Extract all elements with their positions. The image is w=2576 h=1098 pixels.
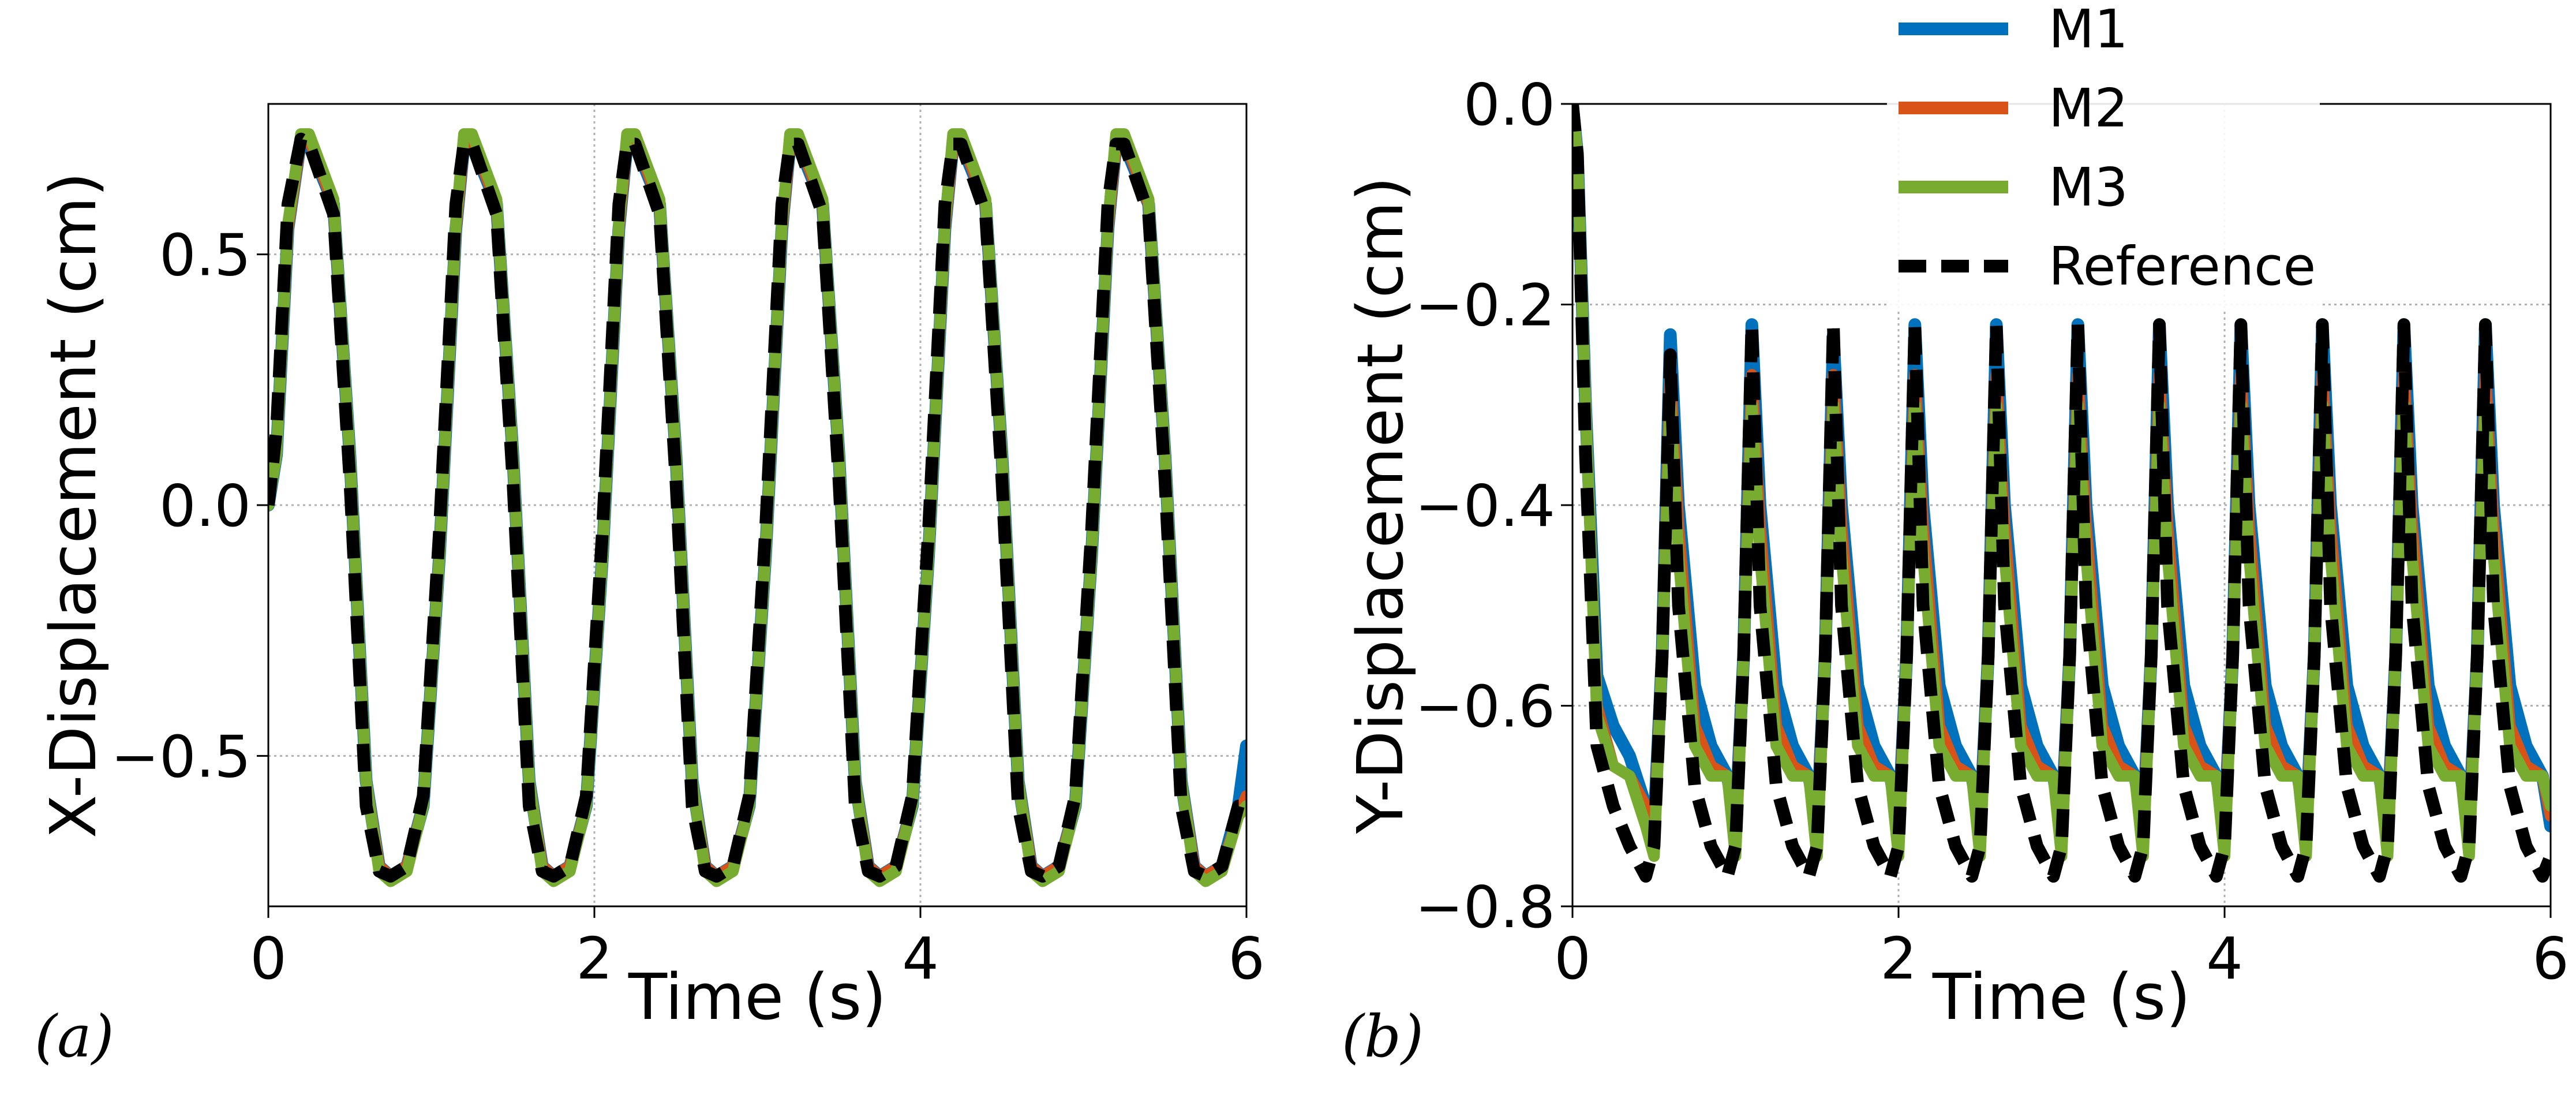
panel-b: 0 2 4 6 −0.8 −0.6 −0.4 −0.2 0.0 Time (s) Y-Displ… [1342, 71, 2569, 1070]
legend-entry-reference: Reference [1899, 236, 2316, 297]
panel-b-xtick-label: 2 [1880, 925, 1917, 992]
panel-a-ylabel: X-Displacement (cm) [36, 172, 110, 838]
panel-a-xtick-label: 0 [250, 925, 287, 992]
legend-entry-m2: M2 [1899, 77, 2128, 139]
legend: M1 M2 M3 Reference [1887, 0, 2320, 309]
legend-entry-m1: M1 [1899, 0, 2128, 60]
panel-b-ticks: 0 2 4 6 −0.8 −0.6 −0.4 −0.2 0.0 [1415, 71, 2569, 992]
panel-a-xtick-label: 6 [1228, 925, 1265, 992]
legend-label-reference: Reference [2049, 236, 2316, 297]
panel-a-series [268, 128, 1246, 887]
panel-a-tag: (a) [35, 1003, 114, 1070]
panel-b-xtick-label: 6 [2532, 925, 2569, 992]
panel-a-ytick-label: −0.5 [111, 723, 251, 790]
panel-b-ytick-label: −0.4 [1415, 472, 1555, 540]
legend-entry-m3: M3 [1899, 156, 2128, 218]
panel-a-ytick-label: 0.5 [159, 222, 251, 289]
legend-box [1887, 0, 2320, 309]
panel-b-xtick-label: 4 [2206, 925, 2243, 992]
panel-a-ytick-label: 0.0 [159, 472, 251, 540]
panel-a-ticks: 0 2 4 6 −0.5 0.0 0.5 [111, 222, 1265, 992]
panel-b-ytick-label: −0.2 [1415, 272, 1555, 339]
panel-a-xlabel: Time (s) [628, 960, 886, 1034]
panel-a-xtick-label: 2 [576, 925, 613, 992]
panel-b-xlabel: Time (s) [1932, 960, 2191, 1034]
legend-label-m2: M2 [2049, 77, 2128, 139]
panel-b-tag: (b) [1342, 1003, 1424, 1070]
panel-b-series [1572, 104, 2551, 883]
panel-a-xtick-label: 4 [902, 925, 939, 992]
panel-b-ytick-label: 0.0 [1463, 71, 1555, 139]
panel-a: 0 2 4 6 −0.5 0.0 0.5 Time (s) X-Displacement (… [35, 103, 1265, 1070]
panel-b-ylabel: Y-Displacement (cm) [1343, 177, 1417, 834]
panel-b-ytick-label: −0.6 [1415, 673, 1555, 741]
panel-a-series-reference [268, 132, 1246, 883]
legend-label-m1: M1 [2049, 0, 2128, 60]
panel-b-ytick-label: −0.8 [1415, 873, 1555, 941]
panel-b-xtick-label: 0 [1554, 925, 1591, 992]
legend-label-m3: M3 [2049, 156, 2128, 218]
